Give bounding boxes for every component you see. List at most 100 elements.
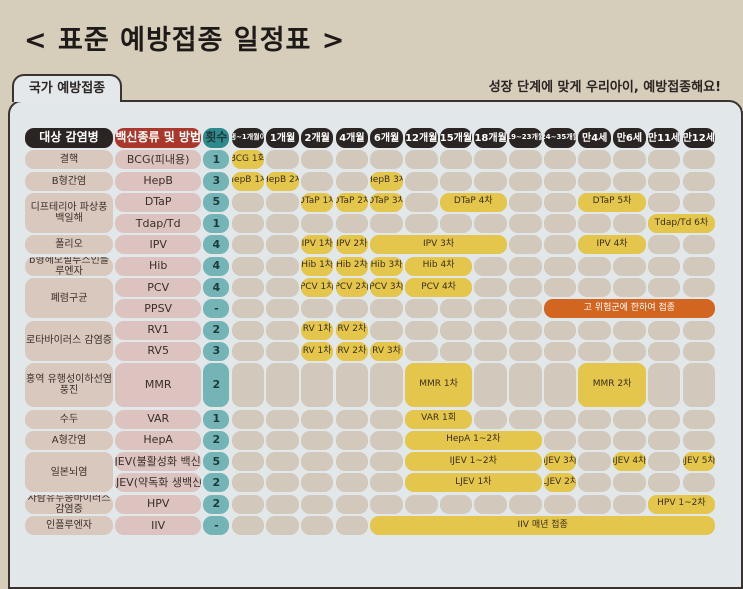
empty-cell — [613, 341, 646, 361]
disease-cell: 일본뇌염 — [25, 452, 113, 493]
empty-cell — [509, 494, 542, 514]
empty-cell — [266, 430, 299, 450]
disease-cell: A형간염 — [25, 430, 113, 450]
dose-bar: IJEV 4차 — [613, 452, 646, 472]
dose-bar: DTaP 2차 — [335, 192, 369, 212]
header-vaccine: 백신종류 및 방법 — [115, 128, 202, 148]
empty-cell — [266, 299, 299, 319]
dose-bar: IPV 1차 — [300, 235, 334, 255]
empty-cell — [578, 473, 611, 493]
header-disease: 대상 감염병 — [25, 128, 113, 148]
empty-cell — [266, 192, 299, 212]
header-time: 만4세 — [578, 128, 611, 148]
empty-cell — [439, 150, 473, 170]
dose-bar: Hib 3차 — [370, 256, 403, 276]
dose-count: - — [203, 516, 230, 536]
empty-cell — [647, 320, 681, 340]
empty-cell — [682, 171, 715, 191]
empty-cell — [647, 150, 681, 170]
empty-cell — [266, 235, 299, 255]
empty-cell — [682, 235, 715, 255]
empty-cell — [682, 150, 715, 170]
empty-cell — [266, 278, 299, 298]
dose-bar: DTaP 4차 — [439, 192, 507, 212]
header-time: 1개월 — [266, 128, 299, 148]
empty-cell — [231, 516, 265, 536]
empty-cell — [578, 452, 611, 472]
disease-cell: 인플루엔자 — [25, 516, 113, 536]
empty-cell — [405, 320, 438, 340]
empty-cell — [682, 256, 715, 276]
empty-cell — [509, 320, 542, 340]
empty-cell — [300, 452, 334, 472]
empty-cell — [474, 150, 507, 170]
empty-cell — [509, 409, 542, 429]
header-time: 2개월 — [300, 128, 334, 148]
header-time: 만12세 — [682, 128, 715, 148]
empty-cell — [509, 235, 542, 255]
empty-cell — [266, 516, 299, 536]
disease-cell: 결핵 — [25, 150, 113, 170]
empty-cell — [509, 278, 542, 298]
empty-cell — [231, 430, 265, 450]
empty-cell — [578, 494, 611, 514]
empty-cell — [439, 214, 473, 234]
empty-cell — [370, 409, 403, 429]
dose-count: 1 — [203, 214, 230, 234]
empty-cell — [613, 278, 646, 298]
disease-cell: 폐렴구균 — [25, 278, 113, 319]
dose-bar: Hib 2차 — [335, 256, 369, 276]
schedule-table: 대상 감염병 백신종류 및 방법 횟수 출생~1개월이내1개월2개월4개월6개월… — [25, 128, 715, 536]
empty-cell — [300, 150, 334, 170]
empty-cell — [405, 192, 438, 212]
empty-cell — [335, 494, 369, 514]
empty-cell — [370, 214, 403, 234]
empty-cell — [543, 494, 577, 514]
empty-cell — [231, 192, 265, 212]
empty-cell — [543, 214, 577, 234]
empty-cell — [578, 320, 611, 340]
empty-cell — [509, 214, 542, 234]
dose-count: 2 — [203, 473, 230, 493]
dose-bar: IPV 3차 — [370, 235, 507, 255]
dose-bar: LJEV 2차 — [543, 473, 577, 493]
empty-cell — [578, 341, 611, 361]
empty-cell — [647, 430, 681, 450]
empty-cell — [682, 341, 715, 361]
empty-cell — [266, 452, 299, 472]
empty-cell — [613, 473, 646, 493]
empty-cell — [543, 171, 577, 191]
header-time: 19~23개월 — [509, 128, 542, 148]
empty-cell — [682, 192, 715, 212]
disease-cell: 수두 — [25, 409, 113, 429]
empty-cell — [266, 341, 299, 361]
empty-cell — [543, 409, 577, 429]
empty-cell — [682, 278, 715, 298]
tab-national-vaccination[interactable]: 국가 예방접종 — [12, 74, 122, 102]
dose-bar: DTaP 3차 — [370, 192, 403, 212]
empty-cell — [613, 214, 646, 234]
dose-bar: IJEV 3차 — [543, 452, 577, 472]
vaccine-cell: RV5 — [115, 341, 202, 361]
dose-bar: Hib 4차 — [405, 256, 473, 276]
empty-cell — [682, 320, 715, 340]
empty-cell — [405, 150, 438, 170]
empty-cell — [231, 235, 265, 255]
empty-cell — [266, 214, 299, 234]
empty-cell — [647, 341, 681, 361]
empty-cell — [266, 320, 299, 340]
header-time: 15개월 — [439, 128, 473, 148]
empty-cell — [509, 256, 542, 276]
dose-bar: RV 1차 — [300, 341, 334, 361]
disease-cell: 디프테리아 파상풍 백일해 — [25, 192, 113, 234]
dose-bar: BCG 1회 — [231, 150, 265, 170]
disease-cell: 로타바이러스 감염증 — [25, 320, 113, 361]
empty-cell — [231, 452, 265, 472]
vaccine-cell: HepA — [115, 430, 202, 450]
header-time: 만6세 — [613, 128, 646, 148]
empty-cell — [647, 192, 681, 212]
dose-count: 1 — [203, 409, 230, 429]
empty-cell — [335, 299, 369, 319]
dose-bar: 고 위험군에 한하여 접종 — [543, 299, 715, 319]
empty-cell — [682, 363, 715, 408]
